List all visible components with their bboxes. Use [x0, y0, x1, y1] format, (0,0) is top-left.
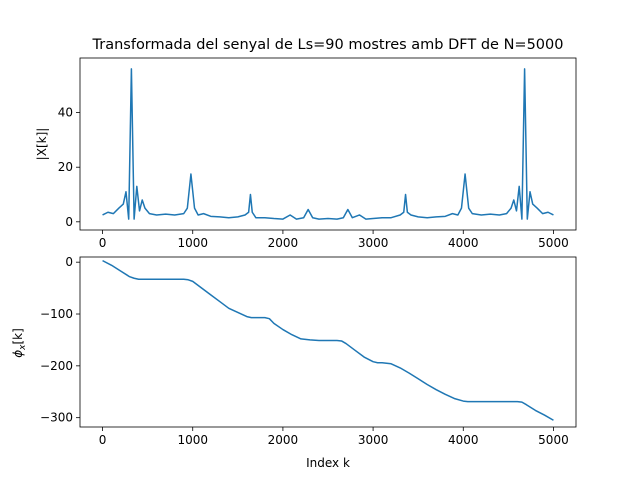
phase-xtick-label: 4000	[448, 433, 479, 447]
magnitude-ytick-label: 0	[65, 215, 73, 229]
magnitude-subplot: Transformada del senyal de Ls=90 mostres…	[35, 37, 577, 250]
magnitude-xtick-label: 5000	[538, 236, 569, 250]
phase-ytick-label: 0	[65, 255, 73, 269]
phase-series-line	[102, 259, 554, 421]
magnitude-ytick-label: 20	[58, 160, 73, 174]
phase-xtick-label: 5000	[538, 433, 569, 447]
phase-ylabel: ϕx[k]	[11, 328, 28, 358]
phase-xlabel: Index k	[306, 456, 350, 470]
magnitude-ytick-label: 40	[58, 106, 73, 120]
phase-subplot: Index k ϕx[k] 0 1000 2000 3000 4000 5000 0 −100…	[11, 255, 577, 470]
magnitude-axes-frame	[79, 57, 577, 231]
magnitude-xtick-label: 3000	[358, 236, 389, 250]
phase-xtick-label: 2000	[268, 433, 299, 447]
magnitude-title: Transformada del senyal de Ls=90 mostres…	[92, 37, 564, 53]
magnitude-ylabel: |X[k]|	[35, 128, 49, 161]
magnitude-xtick-label: 0	[99, 236, 107, 250]
phase-axes-frame	[79, 256, 577, 428]
magnitude-xtick-label: 1000	[177, 236, 208, 250]
phase-ytick-label: −200	[40, 359, 73, 373]
magnitude-series-line	[102, 68, 554, 220]
phase-xtick-label: 1000	[177, 433, 208, 447]
phase-xtick-label: 0	[99, 433, 107, 447]
magnitude-axes: 0 1000 2000 3000 4000 5000 0 20 40	[58, 57, 577, 250]
magnitude-xtick-label: 2000	[268, 236, 299, 250]
phase-xtick-label: 3000	[358, 433, 389, 447]
magnitude-xtick-label: 4000	[448, 236, 479, 250]
phase-ytick-label: −100	[40, 307, 73, 321]
phase-axes: 0 1000 2000 3000 4000 5000 0 −100 −200 −300	[40, 255, 577, 447]
phase-ytick-label: −300	[40, 411, 73, 425]
